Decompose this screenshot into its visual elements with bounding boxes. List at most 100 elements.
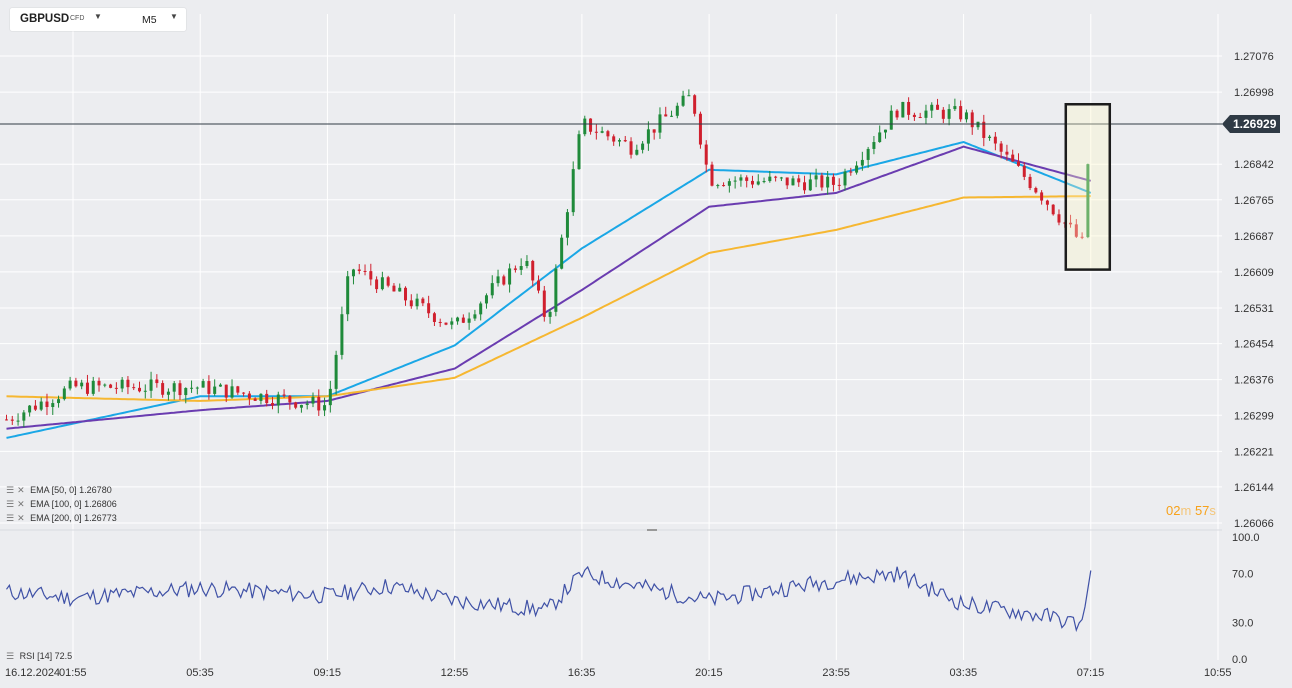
candle-body [670,115,674,117]
candle-body [62,388,66,400]
indicator-ema-50[interactable]: ☰ ✕ EMA [50, 0] 1.26780 [6,485,112,496]
candle-body [190,387,194,389]
ema-line [6,140,1092,439]
candle-body [22,412,26,421]
candle-body [276,394,280,406]
candle-body [207,381,211,394]
close-icon[interactable]: ✕ [17,513,25,523]
candle-body [375,279,379,290]
settings-icon[interactable]: ☰ [6,485,15,495]
candle-body [16,420,20,422]
candle-body [438,321,442,323]
close-icon[interactable]: ✕ [17,485,25,495]
candle-body [1022,165,1026,177]
candle-body [490,283,494,296]
candle-body [675,105,679,116]
caret-down-icon[interactable]: ▼ [94,12,102,21]
candle-body [1040,192,1044,201]
current-price-label: 1.26929 [1233,117,1277,131]
candle-body [837,184,841,186]
candle-body [398,287,402,292]
candle-body [565,212,569,238]
indicator-ema-200[interactable]: ☰ ✕ EMA [200, 0] 1.26773 [6,513,117,524]
candle-body [305,403,309,405]
candle-body [727,181,731,186]
candle-body [641,143,645,150]
candle-body [479,303,483,315]
price-tick-label: 1.26687 [1234,231,1274,243]
settings-icon[interactable]: ☰ [6,651,15,661]
candle-body [947,109,951,119]
close-icon[interactable]: ✕ [17,499,25,509]
settings-icon[interactable]: ☰ [6,513,15,523]
candle-body [849,171,853,173]
candle-body [768,176,772,182]
settings-icon[interactable]: ☰ [6,499,15,509]
indicator-label: EMA [100, 0] 1.26806 [30,499,117,509]
indicator-label: RSI [14] 72.5 [19,651,73,661]
candle-body [126,379,130,388]
candle-body [878,132,882,143]
candle-body [409,300,413,307]
price-tick-label: 1.26376 [1234,375,1274,387]
symbol-selector[interactable]: GBPUSD CFD ▼ M5 ▼ [10,8,186,31]
candle-body [253,398,257,401]
candle-body [959,106,963,120]
candle-body [635,149,639,155]
candle-body [357,269,361,271]
candle-body [739,177,743,181]
candle-body [201,381,205,388]
indicator-label: EMA [50, 0] 1.26780 [30,485,112,495]
candle-body [351,269,355,277]
candle-body [1086,164,1090,238]
candle-body [323,405,327,411]
candle-body [693,95,697,114]
candle-body [288,395,292,403]
rsi-tick-label: 70.0 [1232,569,1253,581]
price-tick-label: 1.26454 [1234,339,1274,351]
candle-body [380,277,384,290]
candle-body [1011,154,1015,162]
candle-body [964,112,968,120]
candle-body [791,178,795,186]
candle-body [993,136,997,144]
rsi-tick-label: 100.0 [1232,532,1260,544]
candle-body [652,129,656,133]
candle-body [1080,236,1084,238]
candle-body [745,177,749,181]
candle-body [421,298,425,304]
price-tick-label: 1.26299 [1234,410,1274,422]
candle-body [473,314,477,319]
candle-body [213,386,217,394]
price-tick-label: 1.26531 [1234,303,1274,315]
candle-body [114,387,118,389]
timeframe-label: M5 [142,14,157,26]
candle-body [386,277,390,286]
candle-body [687,95,691,97]
candle-body [589,118,593,132]
candle-body [28,405,32,413]
time-tick-label: 05:35 [186,667,214,679]
candle-body [808,179,812,191]
candle-body [85,382,89,394]
candle-body [953,106,957,110]
caret-down-icon[interactable]: ▼ [170,12,178,21]
candle-body [57,399,61,404]
candle-body [155,379,159,384]
candle-body [138,387,142,392]
price-axis[interactable]: 1.27076 1.26998 1.26842 1.26765 1.26687 1.266… [1234,51,1274,530]
candle-body [531,260,535,281]
candle-body [1057,214,1061,223]
candle-body [4,419,8,421]
indicator-ema-100[interactable]: ☰ ✕ EMA [100, 0] 1.26806 [6,499,117,510]
candle-body [334,354,338,389]
candle-body [866,148,870,160]
candle-body [976,121,980,128]
indicator-rsi[interactable]: ☰ RSI [14] 72.5 [6,651,72,662]
price-tick-label: 1.27076 [1234,51,1274,63]
candle-body [571,169,575,213]
candle-body [785,177,789,186]
candle-body [427,303,431,314]
